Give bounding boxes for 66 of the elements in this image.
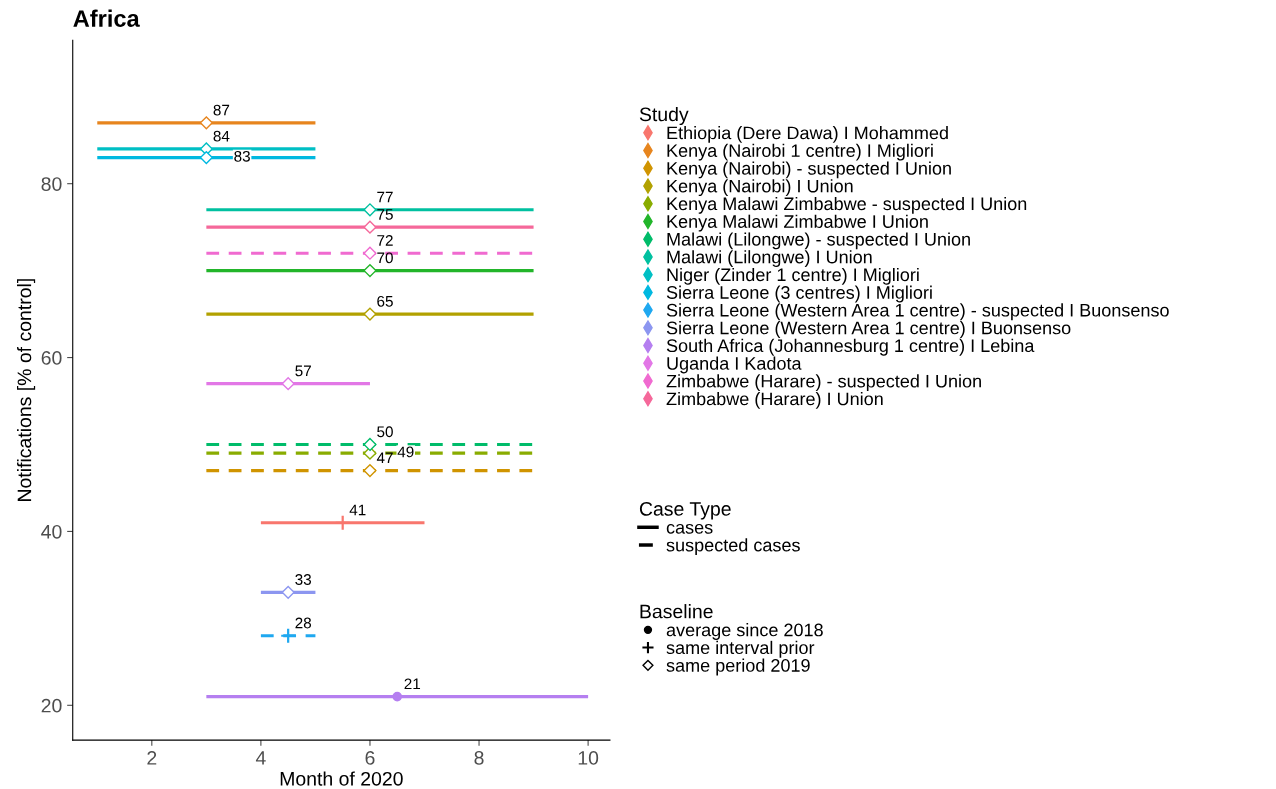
x-tick-label: 2: [147, 751, 157, 765]
point: [280, 627, 297, 644]
point: [363, 437, 377, 452]
legend-label: Sierra Leone (Western Area 1 centre) I Buonsenso: [666, 321, 1071, 338]
point: [363, 203, 377, 217]
legend-label: Kenya (Nairobi 1 centre) I Migliori: [667, 143, 933, 161]
point: [334, 514, 351, 531]
point: [199, 116, 213, 130]
data-label: 49: [397, 446, 414, 458]
chart-title: Africa: [73, 9, 140, 27]
x-tick-label: 8: [474, 751, 484, 765]
point: [392, 691, 403, 702]
x-tick-label: 6: [365, 751, 375, 765]
text: average since 2018: [666, 623, 823, 640]
text: Case Type: [639, 502, 731, 520]
y-tick-label: 60: [41, 351, 62, 365]
data-label: 41: [349, 504, 366, 516]
legend-label: Sierra Leone (Western Area 1 centre) - suspected I Buonsenso: [666, 303, 1169, 321]
legend-label: Malawi (Lilongwe) - suspected I Union: [667, 232, 970, 250]
point: [363, 264, 377, 278]
y-tick-label: 80: [41, 177, 62, 191]
data-label: 87: [213, 104, 230, 116]
point: [363, 246, 377, 260]
data-label: 83: [234, 150, 250, 162]
data-label: 70: [377, 252, 393, 264]
point: [281, 585, 295, 599]
data-label: 47: [376, 452, 393, 464]
legend-label: Kenya Malawi Zimbabwe - suspected I Union: [667, 196, 1027, 214]
data-label: 72: [377, 235, 393, 246]
legend-label: Zimbabwe (Harare) I Union: [666, 392, 883, 409]
point: [363, 220, 377, 234]
x-axis-title: Month of 2020: [280, 771, 403, 786]
text: suspected cases: [666, 538, 800, 556]
x-tick-label: 10: [578, 751, 599, 765]
legend-label: Kenya (Nairobi) I Union: [667, 179, 853, 197]
text: cases: [666, 523, 713, 534]
data-label: 28: [295, 617, 312, 629]
data-label: 84: [213, 130, 230, 142]
data-label: 77: [377, 191, 393, 203]
data-label: 33: [295, 574, 312, 585]
text: Baseline: [640, 604, 713, 619]
legend-label: Malawi (Lilongwe) I Union: [667, 250, 872, 267]
point: [281, 377, 295, 391]
legend-label: Ethiopia (Dere Dawa) I Mohammed: [667, 126, 948, 143]
legend-label: Zimbabwe (Harare) - suspected I Union: [666, 374, 981, 392]
point: [363, 307, 377, 321]
legend-label: Niger (Zinder 1 centre) I Migliori: [667, 267, 919, 285]
legend-label: Kenya (Nairobi) - suspected I Union: [667, 161, 951, 179]
y-tick-label: 20: [41, 698, 62, 713]
text: same period 2019: [666, 658, 810, 676]
y-axis-title: Notifications [% of control]: [17, 279, 36, 501]
legend-label: Kenya Malawi Zimbabwe I Union: [667, 214, 928, 232]
point: [199, 151, 213, 165]
legend-title: Study: [639, 106, 689, 126]
data-label: 65: [377, 295, 393, 307]
point: [363, 463, 377, 478]
x-tick-label: 4: [255, 751, 266, 765]
y-tick-label: 40: [41, 524, 62, 539]
data-label: 57: [295, 365, 311, 377]
legend-label: Uganda I Kadota: [667, 356, 802, 374]
legend-label: South Africa (Johannesburg 1 centre) I Lebina: [666, 338, 1035, 356]
legend-label: Sierra Leone (3 centres) I Migliori: [666, 285, 932, 303]
data-label: 50: [377, 426, 393, 438]
text: same interval prior: [666, 640, 815, 658]
data-label: 75: [377, 209, 393, 220]
data-label: 21: [404, 678, 421, 690]
